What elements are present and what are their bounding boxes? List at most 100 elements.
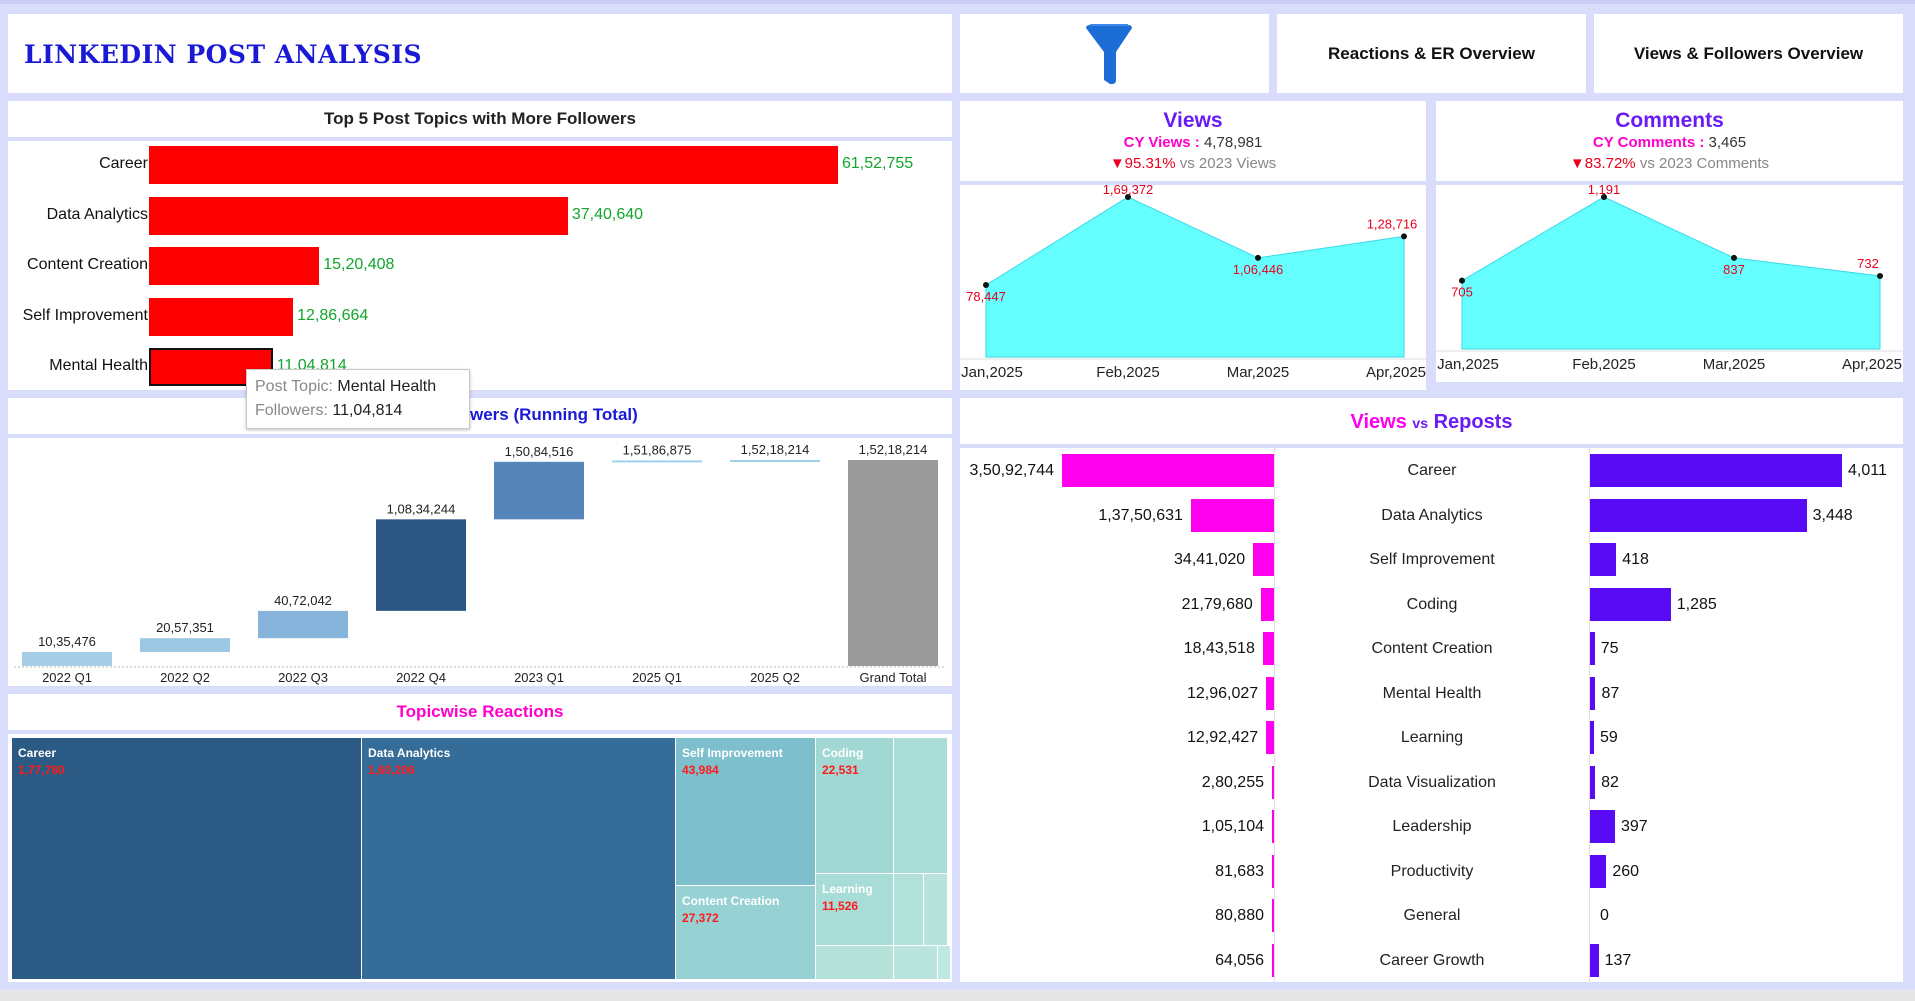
vr-reposts-bar[interactable] (1590, 498, 1807, 532)
treemap-cell[interactable]: Data Analytics 1,60,206 (362, 738, 676, 980)
tooltip-followers-key: Followers: (255, 402, 328, 419)
top5-bar[interactable] (149, 247, 320, 285)
vr-category-label: Coding (1406, 595, 1458, 613)
views-followers-overview-button[interactable]: Views & Followers Overview (1594, 14, 1903, 93)
vr-reposts-bar[interactable] (1590, 854, 1607, 888)
treemap-cell-minor[interactable] (894, 874, 924, 946)
vr-category-label: Data Analytics (1381, 506, 1483, 524)
vr-category-label: Career (1407, 462, 1457, 479)
views-area (985, 196, 1405, 358)
running-bar[interactable] (22, 652, 112, 666)
running-title-panel: wers (Running Total) (8, 398, 952, 434)
top5-bar[interactable] (149, 297, 294, 336)
comments-point[interactable] (1731, 254, 1737, 261)
top5-value-label: 12,86,664 (297, 306, 369, 324)
treemap-cell-minor[interactable] (894, 946, 938, 980)
vr-category-label: Leadership (1392, 818, 1472, 835)
top5-category-label: Career (99, 155, 148, 172)
views-reposts-chart-panel: 3,50,92,744 Career 4,011 1,37,50,631 Data An… (960, 448, 1903, 982)
vr-reposts-bar[interactable] (1590, 765, 1596, 799)
running-bar[interactable] (730, 460, 820, 462)
top5-bar[interactable] (149, 348, 273, 386)
running-bar[interactable] (612, 460, 702, 463)
tooltip-followers-value: 11,04,814 (332, 402, 403, 419)
running-bar[interactable] (848, 460, 938, 666)
comments-point[interactable] (1601, 194, 1607, 200)
vr-reposts-bar[interactable] (1590, 676, 1596, 710)
vr-views-bar[interactable] (1260, 587, 1274, 621)
running-value-label: 40,72,042 (274, 593, 332, 608)
vr-category-label: Mental Health (1382, 684, 1482, 702)
vr-reposts-bar[interactable] (1590, 943, 1599, 977)
treemap-cell-value: 22,531 (822, 763, 859, 777)
vr-reposts-label: 4,011 (1848, 462, 1887, 479)
vr-views-label: 2,80,255 (1201, 773, 1264, 791)
vr-views-bar[interactable] (1266, 676, 1274, 710)
treemap-cell[interactable]: Coding 22,531 (816, 738, 894, 874)
running-bar[interactable] (258, 610, 348, 639)
top5-category-label: Self Improvement (22, 306, 148, 324)
vr-reposts-label: 418 (1622, 551, 1649, 568)
top5-bar[interactable] (149, 196, 568, 235)
running-category-label: 2022 Q4 (396, 670, 446, 685)
vr-category-label: Productivity (1390, 862, 1474, 880)
running-total-chart-panel: 10,35,476 2022 Q1 20,57,351 2022 Q2 40,72,04… (8, 438, 952, 686)
treemap-cell-minor[interactable] (816, 946, 894, 980)
views-value-label: 78,447 (966, 289, 1006, 304)
treemap-cell[interactable]: Content Creation 27,372 (676, 886, 816, 980)
vr-views-bar[interactable] (1262, 632, 1274, 665)
tooltip-topic-key: Post Topic: (255, 378, 333, 395)
views-reposts-title: Views vs Reposts (960, 411, 1903, 434)
top5-title: Top 5 Post Topics with More Followers (323, 109, 636, 128)
vr-category-label: Learning (1400, 729, 1464, 746)
vr-views-bar[interactable] (1062, 454, 1274, 487)
running-bar[interactable] (376, 519, 466, 611)
running-bar[interactable] (494, 461, 584, 520)
vr-views-bar[interactable] (1253, 543, 1274, 576)
treemap-cell[interactable]: Career 1,77,780 (12, 738, 362, 980)
views-point[interactable] (1125, 194, 1131, 200)
vr-reposts-label: 3,448 (1812, 506, 1853, 524)
comments-point[interactable] (1877, 272, 1883, 279)
running-total-title: wers (Running Total) (470, 405, 638, 424)
vr-reposts-bar[interactable] (1590, 587, 1671, 621)
treemap-cell-name: Content Creation (682, 894, 780, 908)
top5-category-label: Data Analytics (46, 205, 148, 223)
reactions-er-overview-button[interactable]: Reactions & ER Overview (1277, 14, 1586, 93)
running-bar[interactable] (140, 638, 230, 652)
vr-reposts-bar[interactable] (1590, 721, 1594, 754)
treemap-cell-minor[interactable] (894, 738, 948, 874)
vr-views-bar[interactable] (1272, 899, 1274, 932)
vr-views-bar[interactable] (1272, 943, 1274, 977)
vr-reposts-bar[interactable] (1590, 810, 1615, 843)
title-panel: LINKEDIN POST ANALYSIS (8, 14, 952, 93)
vr-views-bar[interactable] (1190, 498, 1274, 532)
treemap-cell-minor[interactable] (938, 946, 951, 980)
running-total-svg: 10,35,476 2022 Q1 20,57,351 2022 Q2 40,72,04… (14, 442, 946, 685)
treemap-cell-name: Self Improvement (682, 746, 783, 760)
top5-bar[interactable] (149, 146, 838, 184)
treemap-cell[interactable]: Learning 11,526 (816, 874, 894, 946)
top5-category-label: Content Creation (27, 256, 148, 273)
views-point[interactable] (1255, 254, 1261, 261)
treemap-cell-minor[interactable] (924, 874, 948, 946)
vr-views-label: 12,92,427 (1187, 729, 1259, 746)
vr-reposts-bar[interactable] (1590, 454, 1842, 487)
views-point[interactable] (983, 282, 989, 288)
filter-button[interactable] (960, 14, 1269, 93)
views-cy-label: CY Views : (1123, 134, 1200, 151)
comments-delta-value: ▼83.72% (1569, 155, 1636, 172)
treemap-cell[interactable]: Self Improvement 43,984 (676, 738, 816, 886)
views-point[interactable] (1401, 233, 1407, 240)
followers-tooltip: Post Topic: Mental Health Followers: 11,… (246, 369, 470, 429)
vr-views-bar[interactable] (1272, 765, 1274, 799)
vr-reposts-bar[interactable] (1590, 543, 1617, 576)
vr-views-bar[interactable] (1272, 810, 1274, 843)
comments-value-label: 732 (1857, 256, 1879, 271)
vr-reposts-bar[interactable] (1590, 632, 1595, 665)
vr-views-bar[interactable] (1272, 854, 1274, 888)
vr-views-bar[interactable] (1266, 721, 1274, 754)
views-value-label: 1,28,716 (1367, 216, 1418, 231)
comments-x-label: Jan,2025 (1437, 356, 1499, 373)
comments-point[interactable] (1459, 277, 1465, 284)
